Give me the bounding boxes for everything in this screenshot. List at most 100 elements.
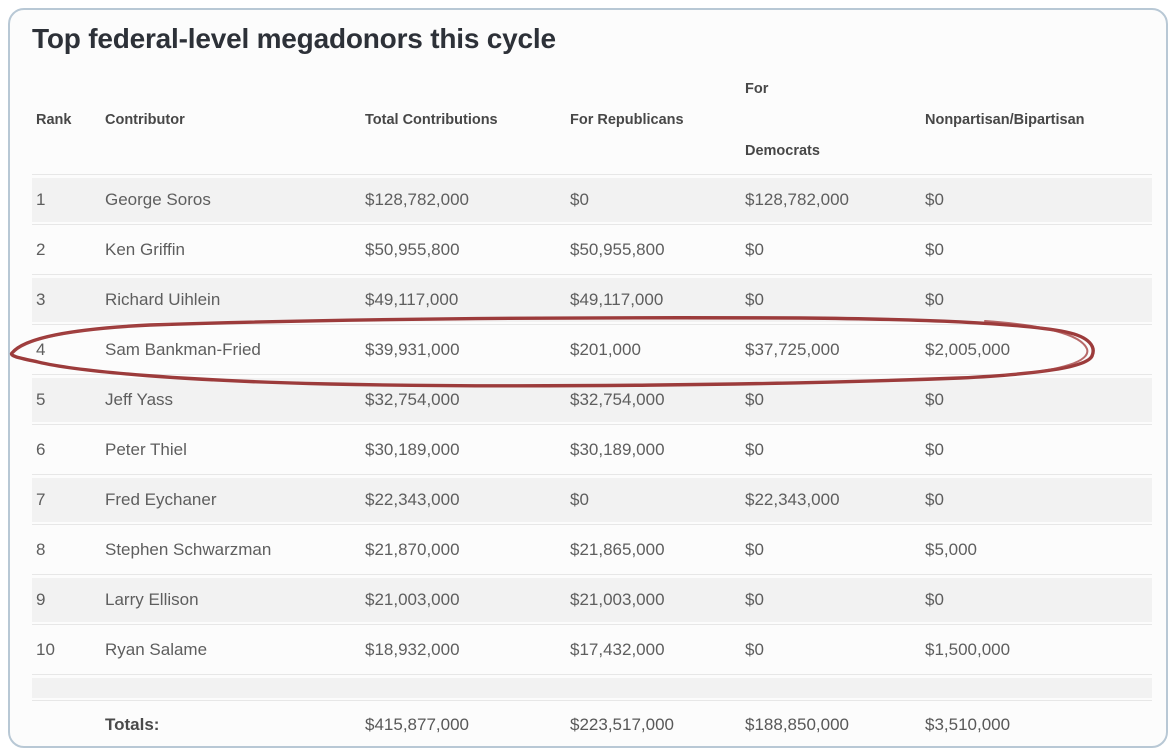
cell-republicans: $0 (570, 490, 589, 509)
cell-total: $32,754,000 (365, 390, 460, 409)
row-divider (32, 372, 1152, 378)
cell-democrats: $22,343,000 (745, 490, 840, 509)
cell-rank: 1 (36, 190, 46, 209)
cell-rank: 2 (36, 240, 46, 259)
totals-total: $415,877,000 (365, 715, 469, 734)
cell-contributor: Jeff Yass (105, 390, 174, 409)
cell-democrats: $0 (745, 440, 764, 459)
cell-total: $21,870,000 (365, 540, 460, 559)
header-for-republicans: For Republicans (570, 112, 684, 128)
cell-republicans: $21,003,000 (570, 590, 665, 609)
header-for-democrats-line2: Democrats (745, 143, 820, 159)
row-divider (32, 472, 1152, 478)
totals-republicans: $223,517,000 (570, 715, 674, 734)
cell-nonpartisan: $2,005,000 (925, 340, 1011, 359)
totals-democrats: $188,850,000 (745, 715, 849, 734)
cell-total: $30,189,000 (365, 440, 460, 459)
table-row: 7 Fred Eychaner $22,343,000 $0 $22,343,0… (32, 478, 1152, 522)
table-header-row: Rank Contributor Total Contributions For… (32, 68, 1152, 172)
cell-total: $128,782,000 (365, 190, 469, 209)
table-row: 10 Ryan Salame $18,932,000 $17,432,000 $… (32, 628, 1152, 672)
row-divider (32, 322, 1152, 328)
header-total-contributions: Total Contributions (365, 112, 498, 128)
cell-total: $21,003,000 (365, 590, 460, 609)
table-row: 1 George Soros $128,782,000 $0 $128,782,… (32, 178, 1152, 222)
cell-contributor: Richard Uihlein (105, 290, 221, 309)
cell-total: $50,955,800 (365, 240, 460, 259)
cell-rank: 10 (36, 640, 55, 659)
totals-label: Totals: (105, 715, 160, 734)
cell-democrats: $128,782,000 (745, 190, 849, 209)
cell-republicans: $201,000 (570, 340, 641, 359)
cell-contributor: George Soros (105, 190, 211, 209)
cell-republicans: $17,432,000 (570, 640, 665, 659)
row-divider (32, 622, 1152, 628)
cell-republicans: $30,189,000 (570, 440, 665, 459)
totals-nonpartisan: $3,510,000 (925, 715, 1011, 734)
row-divider (32, 572, 1152, 578)
cell-nonpartisan: $0 (925, 440, 944, 459)
cell-democrats: $0 (745, 590, 764, 609)
row-divider (32, 698, 1152, 704)
cell-rank: 4 (36, 340, 46, 359)
cell-republicans: $21,865,000 (570, 540, 665, 559)
cell-contributor: Larry Ellison (105, 590, 199, 609)
cell-rank: 5 (36, 390, 46, 409)
header-for-democrats: For Democrats (745, 81, 925, 159)
cell-nonpartisan: $0 (925, 190, 944, 209)
cell-rank: 3 (36, 290, 46, 309)
cell-contributor: Stephen Schwarzman (105, 540, 272, 559)
cell-contributor: Ryan Salame (105, 640, 208, 659)
cell-contributor: Fred Eychaner (105, 490, 217, 509)
row-divider (32, 222, 1152, 228)
cell-nonpartisan: $5,000 (925, 540, 977, 559)
cell-democrats: $0 (745, 290, 764, 309)
table-row: 9 Larry Ellison $21,003,000 $21,003,000 … (32, 578, 1152, 622)
cell-contributor: Peter Thiel (105, 440, 187, 459)
cell-nonpartisan: $0 (925, 290, 944, 309)
cell-republicans: $50,955,800 (570, 240, 665, 259)
cell-nonpartisan: $1,500,000 (925, 640, 1011, 659)
row-divider (32, 672, 1152, 678)
table-row: 5 Jeff Yass $32,754,000 $32,754,000 $0 $… (32, 378, 1152, 422)
header-contributor: Contributor (105, 112, 185, 128)
page-title: Top federal-level megadonors this cycle (32, 23, 556, 54)
cell-nonpartisan: $0 (925, 490, 944, 509)
cell-republicans: $49,117,000 (570, 290, 664, 309)
header-for-democrats-line1: For (745, 81, 769, 97)
cell-nonpartisan: $0 (925, 390, 944, 409)
header-nonpartisan: Nonpartisan/Bipartisan (925, 112, 1085, 128)
cell-republicans: $32,754,000 (570, 390, 665, 409)
megadonors-card: Top federal-level megadonors this cycle … (8, 8, 1168, 748)
cell-total: $22,343,000 (365, 490, 460, 509)
cell-rank: 7 (36, 490, 46, 509)
cell-democrats: $0 (745, 390, 764, 409)
cell-democrats: $37,725,000 (745, 340, 840, 359)
table-row: 8 Stephen Schwarzman $21,870,000 $21,865… (32, 528, 1152, 572)
cell-nonpartisan: $0 (925, 240, 944, 259)
cell-rank: 8 (36, 540, 46, 559)
row-divider (32, 272, 1152, 278)
cell-rank: 6 (36, 440, 46, 459)
table-row: 3 Richard Uihlein $49,117,000 $49,117,00… (32, 278, 1152, 322)
cell-democrats: $0 (745, 540, 764, 559)
cell-contributor: Ken Griffin (105, 240, 186, 259)
row-divider (32, 522, 1152, 528)
totals-row: Totals: $415,877,000 $223,517,000 $188,8… (32, 704, 1152, 746)
cell-contributor: Sam Bankman-Fried (105, 340, 261, 359)
header-rank: Rank (36, 112, 72, 128)
cell-total: $18,932,000 (365, 640, 460, 659)
table-row-highlighted: 4 Sam Bankman-Fried $39,931,000 $201,000… (32, 328, 1152, 372)
table-row: 2 Ken Griffin $50,955,800 $50,955,800 $0… (32, 228, 1152, 272)
cell-total: $39,931,000 (365, 340, 460, 359)
row-divider (32, 422, 1152, 428)
cell-rank: 9 (36, 590, 46, 609)
row-divider (32, 172, 1152, 178)
cell-democrats: $0 (745, 640, 764, 659)
table-row: 6 Peter Thiel $30,189,000 $30,189,000 $0… (32, 428, 1152, 472)
cell-total: $49,117,000 (365, 290, 459, 309)
cell-republicans: $0 (570, 190, 589, 209)
cell-democrats: $0 (745, 240, 764, 259)
cell-nonpartisan: $0 (925, 590, 944, 609)
